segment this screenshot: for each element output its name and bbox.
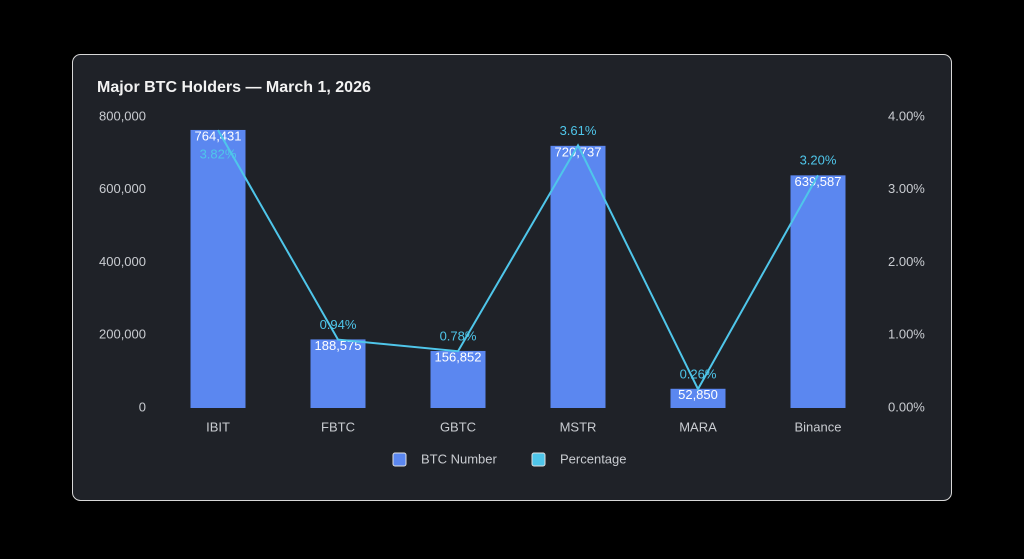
bar-value-label: 52,850 [678,387,718,402]
y2-tick-label: 4.00% [888,108,925,123]
y2-tick-label: 0.00% [888,399,925,414]
x-tick-label: Binance [795,419,842,434]
bar [310,339,366,408]
line-value-label: 0.78% [440,329,477,344]
bar [790,175,846,408]
line [217,129,819,392]
y-tick-label: 400,000 [99,254,146,269]
y-tick-label: 0 [139,399,146,414]
x-tick-label: IBIT [206,419,230,434]
y2-tick-label: 3.00% [888,181,925,196]
y-tick-label: 200,000 [99,327,146,342]
x-tick-label: GBTC [440,419,476,434]
chart-title: Major BTC Holders — March 1, 2026 [97,79,371,96]
bar-value-label: 720,737 [555,144,602,159]
legend-swatch [392,452,407,467]
legend-swatch [531,452,546,467]
y-tick-label: 800,000 [99,108,146,123]
line-value-label: 3.82% [200,147,237,162]
y2-tick-label: 2.00% [888,254,925,269]
legend-label: BTC Number [421,451,498,466]
line-value-label: 0.26% [680,367,717,382]
x-tick-label: MARA [679,419,717,434]
bar [190,129,246,408]
y-tick-label: 600,000 [99,181,146,196]
y2-tick-label: 1.00% [888,327,925,342]
legend-label: Percentage [560,451,627,466]
card [72,54,952,501]
bar [550,145,606,408]
x-tick-label: MSTR [560,419,597,434]
bar-value-label: 764,431 [195,128,242,143]
line-value-label: 3.61% [560,123,597,138]
x-tick-label: FBTC [321,419,355,434]
bar [430,350,486,408]
line-value-label: 3.20% [800,153,837,168]
bar-value-label: 639,587 [795,174,842,189]
bar [670,388,726,408]
bar-value-label: 156,852 [435,349,482,364]
line-value-label: 0.94% [320,317,357,332]
